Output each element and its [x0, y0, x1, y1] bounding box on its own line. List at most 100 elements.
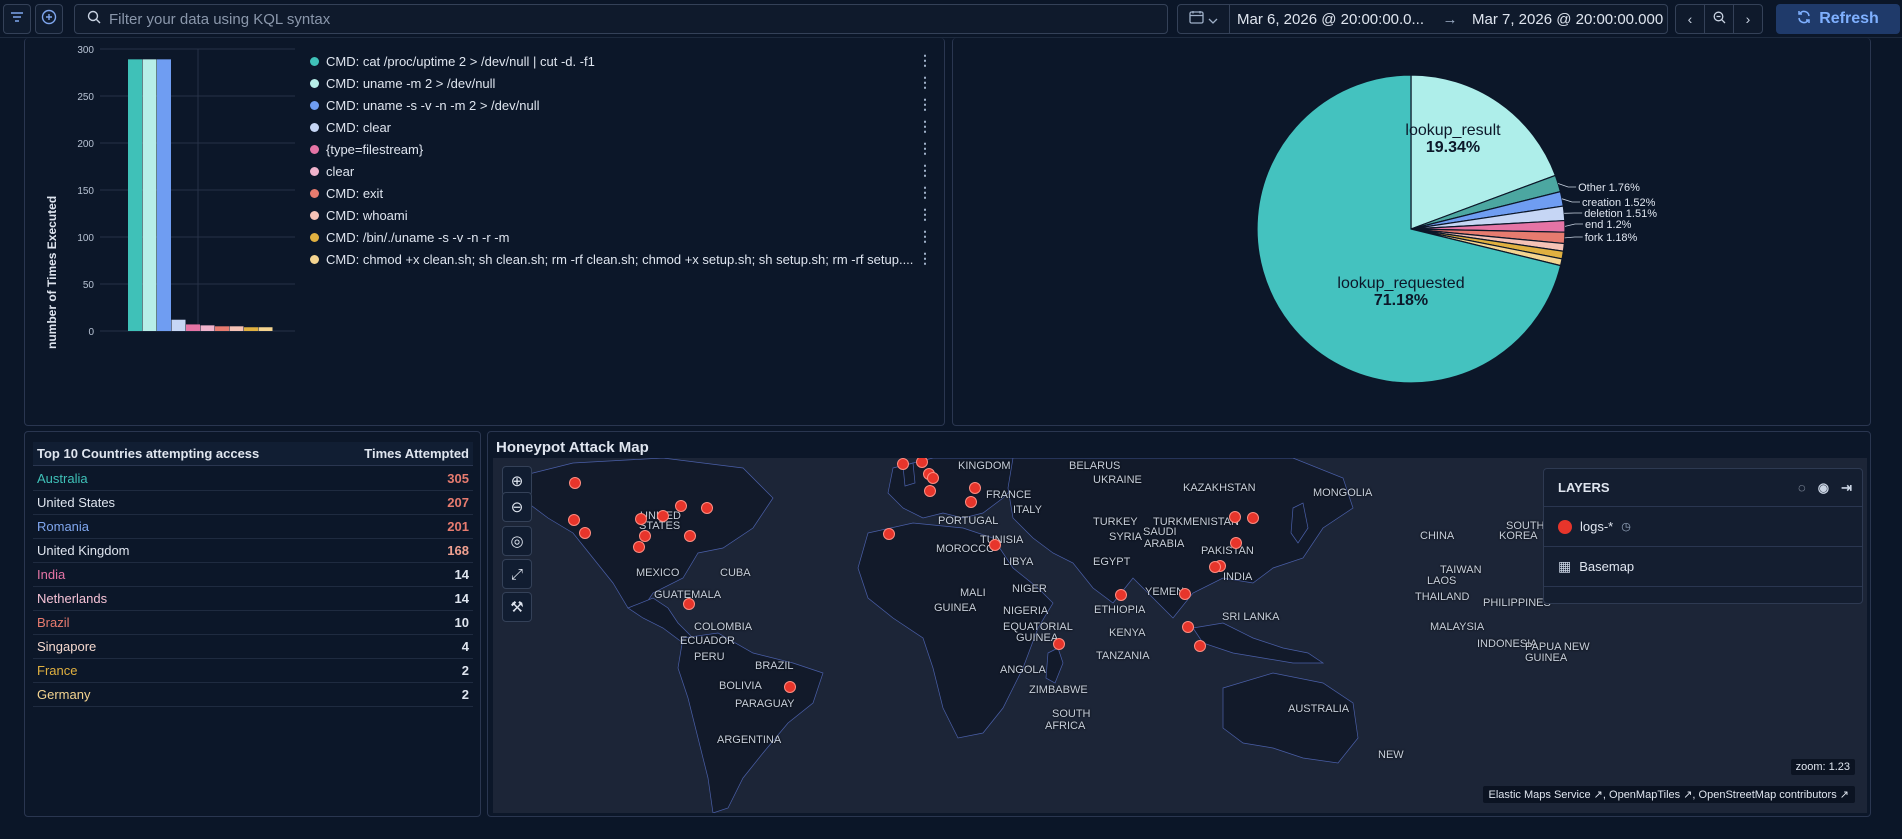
legend-actions-icon[interactable]: ⋮: [918, 140, 932, 156]
pie-slice[interactable]: [1410, 74, 1557, 230]
eye-icon[interactable]: ◉: [1817, 480, 1830, 495]
attack-point[interactable]: [701, 502, 713, 514]
locate-button[interactable]: ◎: [502, 526, 532, 556]
legend-item[interactable]: CMD: cat /proc/uptime 2 > /dev/null | cu…: [310, 50, 950, 72]
attack-point[interactable]: [989, 539, 1001, 551]
legend-actions-icon[interactable]: ⋮: [918, 96, 932, 112]
attack-point[interactable]: [657, 510, 669, 522]
country-cell[interactable]: Brazil: [37, 615, 70, 630]
legend-item[interactable]: CMD: uname -m 2 > /dev/null ⋮: [310, 72, 950, 94]
legend-actions-icon[interactable]: ⋮: [918, 184, 932, 200]
legend-actions-icon[interactable]: ⋮: [918, 228, 932, 244]
attack-point[interactable]: [635, 513, 647, 525]
country-cell[interactable]: India: [37, 567, 66, 582]
add-filter-button[interactable]: [35, 4, 63, 34]
bar[interactable]: [142, 59, 157, 332]
quick-date-menu-button[interactable]: [1178, 5, 1230, 33]
bar[interactable]: [186, 324, 200, 331]
country-cell[interactable]: Netherlands: [37, 591, 108, 606]
bar[interactable]: [258, 327, 273, 331]
attack-point[interactable]: [784, 681, 796, 693]
attack-point[interactable]: [1053, 638, 1065, 650]
attack-point[interactable]: [1247, 512, 1259, 524]
attribution-osm-link[interactable]: OpenStreetMap contributors: [1698, 789, 1837, 801]
table-row: Germany 2: [33, 683, 473, 707]
attack-point[interactable]: [883, 528, 895, 540]
attack-point[interactable]: [1182, 621, 1194, 633]
pie-callout-percent: 1.76%: [1609, 182, 1640, 194]
attack-point[interactable]: [1229, 511, 1241, 523]
legend-item[interactable]: clear ⋮: [310, 160, 950, 182]
country-cell[interactable]: Singapore: [37, 639, 97, 654]
attack-point[interactable]: [675, 500, 687, 512]
legend-item[interactable]: CMD: exit ⋮: [310, 182, 950, 204]
legend-actions-icon[interactable]: ⋮: [918, 118, 932, 134]
pie-callout-label: end 1.2%: [1585, 219, 1632, 231]
previous-time-button[interactable]: ‹: [1676, 5, 1705, 33]
legend-item[interactable]: CMD: chmod +x clean.sh; sh clean.sh; rm …: [310, 248, 950, 270]
attack-point[interactable]: [916, 458, 928, 468]
attack-point[interactable]: [927, 472, 939, 484]
next-time-button[interactable]: ›: [1734, 5, 1762, 33]
legend-item[interactable]: CMD: /bin/./uname -s -v -n -r -m ⋮: [310, 226, 950, 248]
country-cell[interactable]: Romania: [37, 519, 90, 534]
fullscreen-button[interactable]: ⤢: [502, 559, 532, 589]
legend-actions-icon[interactable]: ⋮: [918, 206, 932, 222]
legend-actions-icon[interactable]: ⋮: [918, 74, 932, 90]
refresh-button[interactable]: Refresh: [1776, 4, 1900, 34]
attack-point[interactable]: [1209, 561, 1221, 573]
bar[interactable]: [157, 59, 171, 332]
country-cell[interactable]: Australia: [37, 471, 88, 486]
attack-point[interactable]: [569, 477, 581, 489]
bar[interactable]: [171, 319, 186, 331]
layer-logs[interactable]: logs-* ◷: [1544, 507, 1862, 547]
attribution-omt-link[interactable]: OpenMapTiles: [1609, 789, 1681, 801]
start-date-button[interactable]: Mar 6, 2026 @ 20:00:00.0...: [1237, 10, 1425, 28]
bar[interactable]: [244, 327, 258, 331]
attack-point[interactable]: [568, 514, 580, 526]
attack-point[interactable]: [684, 530, 696, 542]
attack-point[interactable]: [965, 496, 977, 508]
attack-point[interactable]: [579, 527, 591, 539]
country-cell[interactable]: France: [37, 663, 78, 678]
bar[interactable]: [215, 326, 229, 331]
legend-actions-icon[interactable]: ⋮: [918, 250, 932, 266]
bar[interactable]: [128, 59, 142, 332]
attack-point[interactable]: [633, 541, 645, 553]
attack-point[interactable]: [639, 530, 651, 542]
attack-point[interactable]: [924, 485, 936, 497]
attack-point[interactable]: [1115, 589, 1127, 601]
pie-slice[interactable]: [1256, 74, 1562, 384]
attack-point[interactable]: [897, 458, 909, 470]
count-column-header[interactable]: Times Attempted: [364, 446, 469, 461]
attack-point[interactable]: [683, 598, 695, 610]
legend-item[interactable]: CMD: whoami ⋮: [310, 204, 950, 226]
country-cell[interactable]: United Kingdom: [37, 543, 130, 558]
zoom-out-time-button[interactable]: [1705, 5, 1734, 33]
collapse-icon[interactable]: ⇥: [1841, 480, 1852, 495]
attack-point[interactable]: [1179, 588, 1191, 600]
filter-menu-button[interactable]: [3, 4, 31, 34]
bar[interactable]: [229, 326, 244, 331]
legend-item[interactable]: {type=filestream} ⋮: [310, 138, 950, 160]
country-cell[interactable]: Germany: [37, 687, 91, 702]
legend-item[interactable]: CMD: uname -s -v -n -m 2 > /dev/null ⋮: [310, 94, 950, 116]
legend-actions-icon[interactable]: ⋮: [918, 52, 932, 68]
tools-button[interactable]: ⚒: [502, 592, 532, 622]
bar[interactable]: [200, 325, 215, 331]
world-map[interactable]: KINGDOM BELARUS UKRAINE KAZAKHSTAN MONGOLIA F…: [493, 458, 1867, 813]
attribution-ems-link[interactable]: Elastic Maps Service: [1488, 789, 1591, 801]
attack-point[interactable]: [1230, 537, 1242, 549]
country-column-header[interactable]: Top 10 Countries attempting access: [37, 446, 260, 461]
layer-basemap[interactable]: ▦ Basemap: [1544, 547, 1862, 587]
attack-point[interactable]: [1194, 640, 1206, 652]
country-cell[interactable]: United States: [37, 495, 116, 510]
end-date-button[interactable]: Mar 7, 2026 @ 20:00:00.000: [1472, 10, 1664, 28]
query-bar: Mar 6, 2026 @ 20:00:00.0... → Mar 7, 202…: [0, 0, 1902, 38]
legend-item[interactable]: CMD: clear ⋮: [310, 116, 950, 138]
attack-point[interactable]: [969, 482, 981, 494]
zoom-out-button[interactable]: ⊖: [502, 492, 532, 522]
eye-closed-icon[interactable]: ◌: [1798, 480, 1806, 495]
kql-search-input[interactable]: [101, 10, 1167, 28]
legend-actions-icon[interactable]: ⋮: [918, 162, 932, 178]
